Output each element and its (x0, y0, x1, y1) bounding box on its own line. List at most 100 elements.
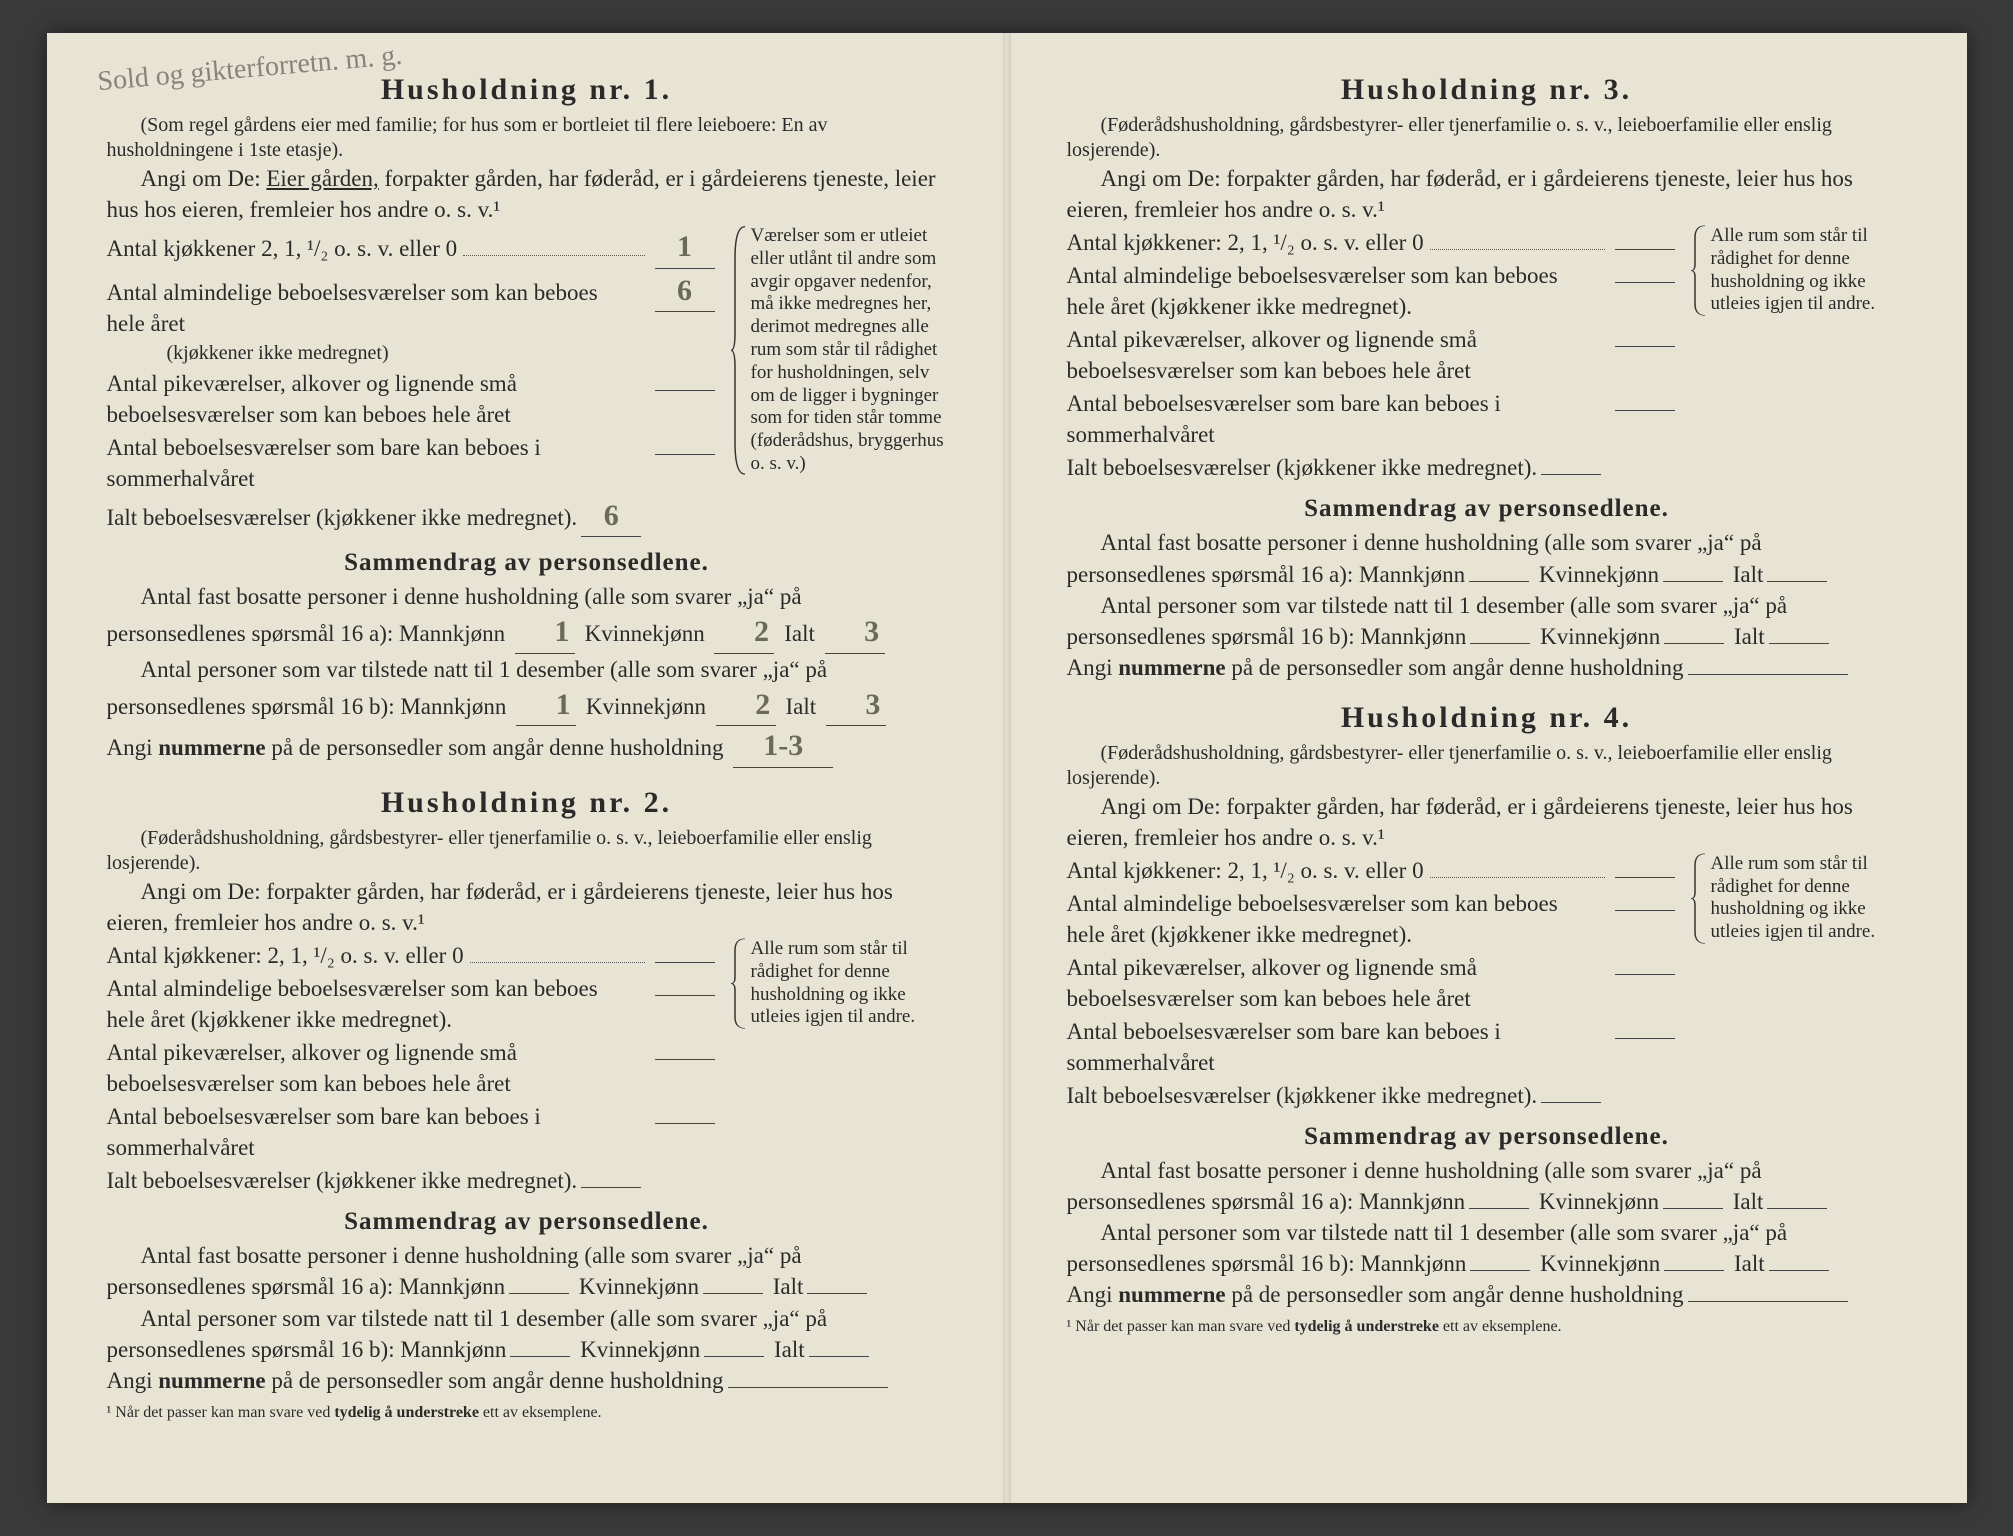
label: Antal beboelsesværelser som bare kan beb… (107, 1101, 639, 1163)
left-page: Husholdning nr. 1. (Som regel gårdens ei… (47, 33, 1007, 1503)
label: Antal beboelsesværelser som bare kan beb… (1067, 1016, 1599, 1078)
klbl: Kvinnekjønn (1540, 624, 1660, 649)
household-4: Husholdning nr. 4. (Føderådshusholdning,… (1067, 701, 1907, 1337)
h2-questions-row: Antal kjøkkener: 2, 1, ¹/₂ o. s. v. elle… (107, 938, 947, 1198)
value (1615, 1038, 1675, 1039)
h4-sum-b: Antal personer som var tilstede natt til… (1067, 1217, 1907, 1279)
h1-sum-a-m: 1 (515, 612, 575, 654)
h1-summer: Antal beboelsesværelser som bare kan beb… (107, 432, 719, 494)
m (1469, 1208, 1529, 1209)
h2-questions: Antal kjøkkener: 2, 1, ¹/₂ o. s. v. elle… (107, 938, 719, 1198)
h1-sum-a-ilbl: Ialt (784, 621, 815, 646)
h1-angi: Angi om De: Eier gården, forpakter gårde… (107, 163, 947, 225)
h2-title: Husholdning nr. 2. (107, 786, 947, 820)
label: Antal pikeværelser, alkover og lignende … (1067, 952, 1599, 1014)
m (1469, 581, 1529, 582)
value (581, 1187, 641, 1188)
h4-angi-num: Angi nummerne på de personsedler som ang… (1067, 1279, 1907, 1310)
label: Antal kjøkkener: 2, 1, ¹/₂ o. s. v. elle… (1067, 227, 1424, 258)
h1-kitchens-value: 1 (655, 227, 715, 269)
brace-icon (731, 225, 747, 476)
i (1769, 1270, 1829, 1271)
label: Ialt beboelsesværelser (kjøkkener ikke m… (107, 1165, 578, 1196)
h4-sum-a: Antal fast bosatte personer i denne hush… (1067, 1155, 1907, 1217)
h1-angi-pre: Angi om De: (141, 166, 267, 191)
brace-icon (731, 938, 747, 1029)
h1-maid-value (655, 390, 715, 391)
value (1615, 877, 1675, 878)
h2-angi-num: Angi nummerne på de personsedler som ang… (107, 1365, 947, 1396)
dots (470, 942, 645, 963)
bold-nummerne: nummerne (158, 1368, 265, 1393)
h1-total-label: Ialt beboelsesværelser (kjøkkener ikke m… (107, 502, 578, 533)
h4-sidenote: Alle rum som står til rådighet for denne… (1697, 853, 1907, 944)
h3-sum-b: Antal personer som var tilstede natt til… (1067, 590, 1907, 652)
h4-total: Ialt beboelsesværelser (kjøkkener ikke m… (1067, 1080, 1679, 1111)
klbl: Kvinnekjønn (1539, 1189, 1659, 1214)
k (1664, 1270, 1724, 1271)
ilbl: Ialt (774, 1337, 805, 1362)
ilbl: Ialt (773, 1274, 804, 1299)
h1-sum-b-ilbl: Ialt (786, 694, 817, 719)
value (1615, 249, 1675, 250)
value (655, 1123, 715, 1124)
h1-questions-row: Antal kjøkkener 2, 1, ¹/₂ o. s. v. eller… (107, 225, 947, 539)
h1-rooms-sub: (kjøkkener ikke medregnet) (167, 341, 719, 366)
h3-subtitle: (Føderådshusholdning, gårdsbestyrer- ell… (1067, 113, 1907, 163)
household-2: Husholdning nr. 2. (Føderådshusholdning,… (107, 786, 947, 1422)
k (1664, 643, 1724, 644)
h1-sum-a: Antal fast bosatte personer i denne hush… (107, 581, 947, 654)
h2-sidenote: Alle rum som står til rådighet for denne… (737, 938, 947, 1029)
h1-summer-label: Antal beboelsesværelser som bare kan beb… (107, 432, 639, 494)
bold-nummerne: nummerne (1118, 655, 1225, 680)
h2-total: Ialt beboelsesværelser (kjøkkener ikke m… (107, 1165, 719, 1196)
i (1767, 581, 1827, 582)
right-page: Husholdning nr. 3. (Føderådshusholdning,… (1007, 33, 1967, 1503)
k (704, 1356, 764, 1357)
value (1615, 974, 1675, 975)
h1-angi-num: Angi nummerne på de personsedler som ang… (107, 726, 947, 768)
pre: Antal personer som var tilstede natt til… (1067, 593, 1788, 649)
h2-sum-a: Antal fast bosatte personer i denne hush… (107, 1240, 947, 1302)
h2-rooms: Antal almindelige beboelsesværelser som … (107, 973, 719, 1035)
pre: Antal personer som var tilstede natt til… (1067, 1220, 1788, 1276)
h4-maid: Antal pikeværelser, alkover og lignende … (1067, 952, 1679, 1014)
h1-sum-a-k: 2 (714, 612, 774, 654)
h1-total-value: 6 (581, 496, 641, 538)
h2-angi: Angi om De: forpakter gården, har føderå… (107, 876, 947, 938)
dots (1430, 229, 1605, 250)
pre: Antal personer som var tilstede natt til… (107, 1306, 828, 1362)
i (1769, 643, 1829, 644)
label: Antal pikeværelser, alkover og lignende … (107, 1037, 639, 1099)
h4-rooms: Antal almindelige beboelsesværelser som … (1067, 888, 1679, 950)
klbl: Kvinnekjønn (1540, 1251, 1660, 1276)
h2-sum-b: Antal personer som var tilstede natt til… (107, 1303, 947, 1365)
h4-summer: Antal beboelsesværelser som bare kan beb… (1067, 1016, 1679, 1078)
h3-rooms: Antal almindelige beboelsesværelser som … (1067, 260, 1679, 322)
h1-maid: Antal pikeværelser, alkover og lignende … (107, 368, 719, 430)
label: Antal beboelsesværelser som bare kan beb… (1067, 388, 1599, 450)
h2-footnote: ¹ Når det passer kan man svare ved tydel… (107, 1404, 947, 1422)
h1-kitchens: Antal kjøkkener 2, 1, ¹/₂ o. s. v. eller… (107, 227, 719, 269)
h3-questions: Antal kjøkkener: 2, 1, ¹/₂ o. s. v. elle… (1067, 225, 1679, 485)
bold-nummerne: nummerne (1118, 1282, 1225, 1307)
h4-title: Husholdning nr. 4. (1067, 701, 1907, 735)
h3-maid: Antal pikeværelser, alkover og lignende … (1067, 324, 1679, 386)
h1-sum-title: Sammendrag av personsedlene. (107, 549, 947, 577)
bold-nummerne: nummerne (158, 735, 265, 760)
h2-sum-title: Sammendrag av personsedlene. (107, 1208, 947, 1236)
h3-sum-title: Sammendrag av personsedlene. (1067, 495, 1907, 523)
label: Antal pikeværelser, alkover og lignende … (1067, 324, 1599, 386)
ilbl: Ialt (1733, 1189, 1764, 1214)
k (1663, 1208, 1723, 1209)
h4-questions: Antal kjøkkener: 2, 1, ¹/₂ o. s. v. elle… (1067, 853, 1679, 1113)
h1-angi-underline: Eier gården, (266, 166, 378, 191)
i (1767, 1208, 1827, 1209)
h1-maid-label: Antal pikeværelser, alkover og lignende … (107, 368, 651, 430)
h4-questions-row: Antal kjøkkener: 2, 1, ¹/₂ o. s. v. elle… (1067, 853, 1907, 1113)
h1-subtitle: (Som regel gårdens eier med familie; for… (107, 113, 947, 163)
value (1541, 1102, 1601, 1103)
ilbl: Ialt (1734, 1251, 1765, 1276)
h1-sidenote-text: Værelser som er utleiet eller utlånt til… (751, 225, 944, 474)
h4-sidenote-text: Alle rum som står til rådighet for denne… (1711, 853, 1876, 942)
